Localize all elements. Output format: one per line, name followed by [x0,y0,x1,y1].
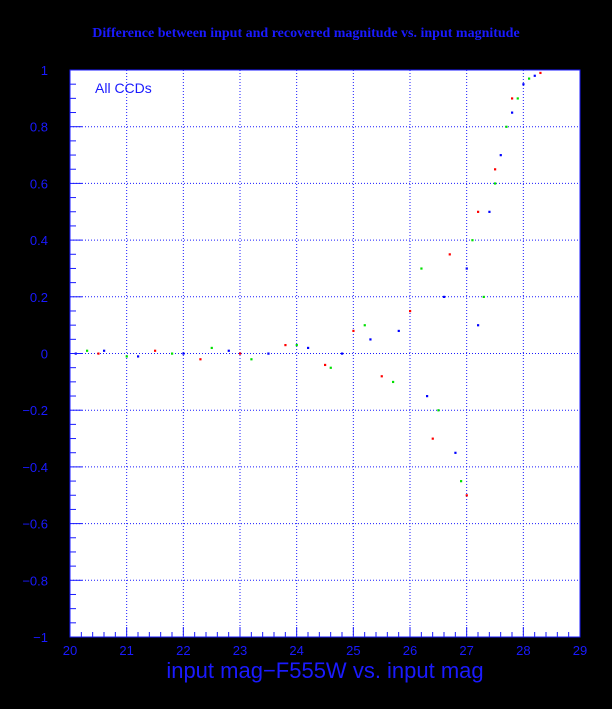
data-point [103,349,106,352]
ticks [69,69,581,638]
data-point [210,346,213,350]
data-point [409,309,412,313]
tick-labels: 20 21 22 23 24 25 26 27 28 29 1 0.8 0.6 0.4 0.2 0 −0.2 −0… [22,63,587,658]
x-tick-label: 28 [516,643,530,658]
data-point [460,480,463,483]
data-point [448,253,451,256]
data-point [295,343,298,347]
data-point [482,295,485,298]
data-point [426,395,429,398]
data-point [250,358,253,361]
data-point [494,168,497,171]
data-point [267,352,270,355]
data-point [539,71,542,75]
y-tick-label: 0 [41,347,48,362]
data-point [125,355,128,358]
y-tick-label: −0.6 [22,517,48,532]
y-tick-label: 1 [41,63,48,78]
data-point [227,349,230,352]
data-point [239,352,242,355]
y-tick-label: 0.2 [30,290,48,305]
data-point [477,324,480,327]
data-point [380,375,383,378]
data-point [465,494,468,497]
data-point [533,74,536,77]
data-point [471,239,474,242]
data-point [352,329,355,333]
data-point [86,349,89,352]
data-point [154,349,157,352]
data-point [505,125,508,128]
data-point [465,267,468,270]
x-axis-title: input mag−F555W vs. input mag [166,658,483,683]
data-point [284,343,287,347]
data-point [307,346,310,350]
data-point [324,363,327,367]
data-point [420,267,423,270]
data-point [494,182,497,185]
y-tick-label: 0.4 [30,233,48,248]
data-point [199,358,202,361]
data-point [522,83,525,86]
data-point [171,352,174,355]
x-tick-label: 27 [459,643,473,658]
x-tick-label: 22 [176,643,190,658]
data-point [499,154,502,157]
data-point [477,210,480,213]
y-tick-label: 0.8 [30,120,48,135]
data-point [363,324,366,327]
data-point [454,451,457,454]
y-tick-label: 0.6 [30,176,48,191]
data-point [397,329,400,333]
grid [70,70,580,637]
x-tick-label: 20 [63,643,77,658]
data-point [511,97,514,100]
data-point [431,437,434,440]
data-point [137,355,140,358]
data-point [528,77,531,80]
y-tick-label: −0.8 [22,573,48,588]
data-points [74,71,542,497]
x-tick-label: 25 [346,643,360,658]
y-tick-label: −0.4 [22,460,48,475]
chart-title: Difference between input and recovered m… [92,26,520,41]
data-point [97,352,100,355]
data-point [443,295,446,298]
data-point [488,210,491,213]
data-point [437,409,440,412]
y-tick-label: −1 [33,630,48,645]
data-point [182,352,185,355]
plot-annotation: All CCDs [95,80,152,96]
x-tick-label: 23 [233,643,247,658]
data-point [516,97,519,100]
data-point [341,352,344,355]
data-point [329,366,332,369]
data-point [392,380,395,384]
y-tick-label: −0.2 [22,403,48,418]
data-point [369,338,372,341]
data-point [511,111,514,114]
x-tick-label: 21 [119,643,133,658]
x-tick-label: 26 [403,643,417,658]
x-tick-label: 24 [289,643,303,658]
x-tick-label: 29 [573,643,587,658]
